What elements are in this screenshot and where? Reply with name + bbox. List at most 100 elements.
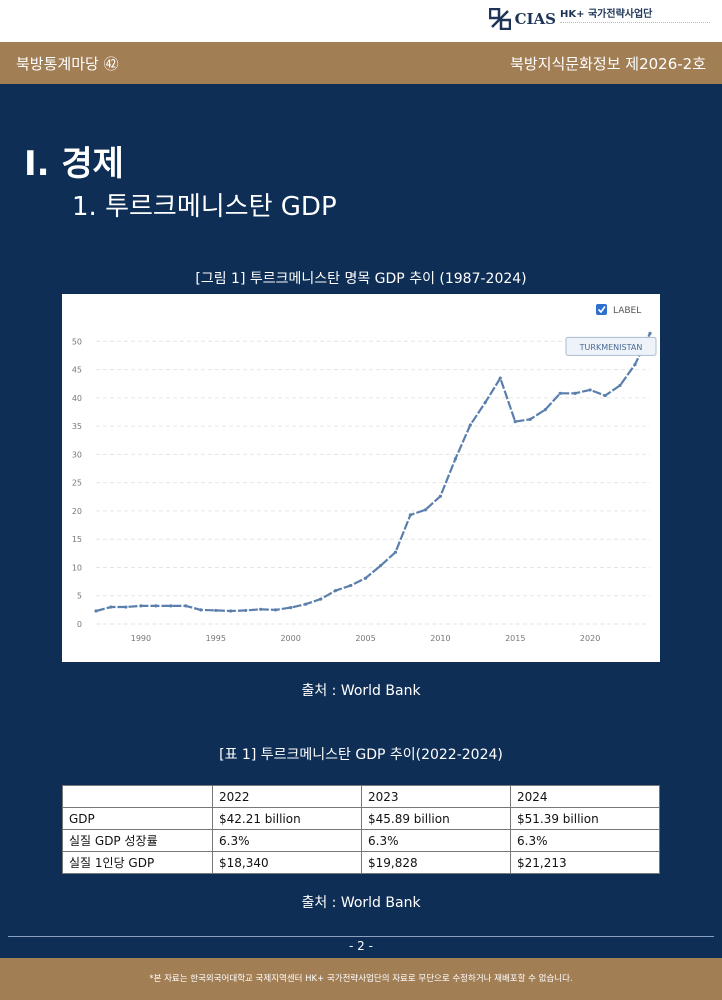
series-label-box bbox=[565, 336, 657, 356]
data-point bbox=[244, 608, 248, 613]
data-point bbox=[154, 604, 158, 608]
divider bbox=[8, 936, 714, 937]
data-point bbox=[229, 609, 233, 613]
x-tick-label: 2015 bbox=[505, 634, 525, 643]
gdp-chart-svg: 0 5 10 15 20 25 30 35 40 45 50 1990 1995 2000 2005 2010… bbox=[72, 304, 657, 643]
data-point bbox=[618, 383, 622, 388]
y-tick-label: 35 bbox=[72, 422, 82, 431]
series-line-turkmenistan bbox=[95, 332, 651, 613]
y-tick-label: 25 bbox=[72, 479, 82, 488]
data-point bbox=[318, 597, 323, 601]
x-tick-label: 1990 bbox=[131, 634, 151, 643]
figure-source: 출처 : World Bank bbox=[301, 683, 421, 699]
issue-number: 북방지식문화정보 제2026-2호 bbox=[510, 55, 706, 73]
table-row: 실질 GDP 성장률 6.3% 6.3% 6.3% bbox=[62, 829, 660, 852]
table-row: GDP $42.21 billion $45.89 billion $51.39… bbox=[62, 807, 660, 830]
table-cell: GDP bbox=[62, 807, 213, 830]
data-point bbox=[588, 388, 592, 392]
table-source: 출처 : World Bank bbox=[301, 895, 421, 911]
data-point bbox=[483, 400, 487, 404]
section-title: Ⅰ. 경제 bbox=[24, 144, 124, 184]
data-point bbox=[513, 419, 517, 424]
data-point bbox=[348, 583, 353, 588]
logo-subtext-decoration bbox=[560, 22, 710, 28]
logo-org-name: HK+ 국가전략사업단 bbox=[560, 9, 653, 20]
header-band: 북방통계마당 ㊷ 북방지식문화정보 제2026-2호 bbox=[0, 42, 722, 84]
table-header-cell bbox=[62, 785, 213, 808]
page-number: - 2 - bbox=[349, 939, 373, 953]
series-label-text: TURKMENISTAN bbox=[579, 343, 643, 352]
data-point bbox=[528, 417, 532, 421]
y-tick-label: 10 bbox=[72, 563, 82, 572]
data-point bbox=[573, 391, 577, 395]
data-point bbox=[94, 609, 98, 613]
cias-emblem-icon bbox=[488, 8, 511, 30]
table-header-cell: 2022 bbox=[212, 785, 362, 808]
y-tick-label: 0 bbox=[77, 620, 82, 629]
data-point bbox=[363, 576, 368, 580]
table-cell: $51.39 billion bbox=[510, 807, 660, 830]
data-point bbox=[453, 457, 457, 461]
y-tick-label: 30 bbox=[72, 450, 82, 459]
gdp-chart: 0 5 10 15 20 25 30 35 40 45 50 1990 1995 2000 2005 2010… bbox=[62, 294, 660, 662]
data-point bbox=[558, 391, 562, 395]
data-point bbox=[423, 508, 428, 512]
table-cell: $19,828 bbox=[361, 851, 511, 874]
data-point bbox=[498, 376, 502, 380]
subsection-title: 1. 투르크메니스탄 GDP bbox=[72, 192, 337, 222]
x-tick-label: 2000 bbox=[280, 634, 300, 643]
table-cell: $42.21 billion bbox=[212, 807, 362, 830]
main-content: Ⅰ. 경제 1. 투르크메니스탄 GDP [그림 1] 투르크메니스탄 명목 G… bbox=[0, 84, 722, 958]
data-point bbox=[274, 608, 278, 612]
data-point bbox=[393, 550, 398, 554]
table-cell: 6.3% bbox=[361, 829, 511, 852]
y-tick-label: 15 bbox=[72, 535, 82, 544]
data-point bbox=[289, 606, 293, 610]
y-tick-label: 50 bbox=[72, 337, 82, 346]
y-tick-label: 5 bbox=[77, 592, 82, 601]
data-point bbox=[333, 589, 338, 593]
table-header-cell: 2023 bbox=[361, 785, 511, 808]
check-icon bbox=[597, 306, 606, 314]
table-cell: $21,213 bbox=[510, 851, 660, 874]
cias-logo: CIAS HK+ 국가전략사업단 bbox=[488, 8, 710, 30]
table-header-cell: 2024 bbox=[510, 785, 660, 808]
data-point bbox=[408, 513, 413, 517]
data-point bbox=[259, 607, 263, 611]
data-point bbox=[633, 362, 637, 367]
data-point bbox=[543, 408, 547, 412]
data-point bbox=[214, 608, 218, 613]
data-point bbox=[199, 608, 203, 612]
table-cell: 6.3% bbox=[510, 829, 660, 852]
table-row: 실질 1인당 GDP $18,340 $19,828 $21,213 bbox=[62, 851, 660, 874]
logo-text: CIAS bbox=[514, 10, 556, 28]
y-tick-label: 20 bbox=[72, 507, 82, 516]
data-point bbox=[603, 393, 607, 398]
data-point bbox=[648, 331, 652, 335]
table-header-row: 2022 2023 2024 bbox=[62, 785, 660, 808]
top-bar: CIAS HK+ 국가전략사업단 bbox=[0, 0, 722, 42]
table-cell: 6.3% bbox=[212, 829, 362, 852]
table-cell: 실질 1인당 GDP bbox=[62, 851, 213, 874]
table-cell: 실질 GDP 성장률 bbox=[62, 829, 213, 852]
data-point bbox=[378, 564, 383, 568]
data-point bbox=[169, 604, 173, 608]
data-point bbox=[468, 423, 472, 427]
data-point bbox=[304, 602, 308, 606]
table-cell: $45.89 billion bbox=[361, 807, 511, 830]
figure-caption: [그림 1] 투르크메니스탄 명목 GDP 추이 (1987-2024) bbox=[195, 271, 527, 287]
table-caption: [표 1] 투르크메니스탄 GDP 추이(2022-2024) bbox=[219, 747, 503, 763]
y-tick-label: 45 bbox=[72, 366, 82, 375]
x-tick-label: 1995 bbox=[206, 634, 226, 643]
data-point bbox=[124, 605, 128, 609]
y-tick-label: 40 bbox=[72, 394, 82, 403]
table-cell: $18,340 bbox=[212, 851, 362, 874]
data-point bbox=[109, 605, 113, 609]
x-tick-label: 2020 bbox=[580, 634, 600, 643]
footer-notice: *본 자료는 한국외국어대학교 국제지역센터 HK+ 국가전략사업단의 자료로 … bbox=[0, 958, 722, 1000]
x-tick-label: 2010 bbox=[430, 634, 450, 643]
gdp-table: 2022 2023 2024 GDP $42.21 billion $45.89… bbox=[62, 785, 660, 874]
x-tick-label: 2005 bbox=[355, 634, 375, 643]
series-title: 북방통계마당 ㊷ bbox=[16, 55, 119, 73]
data-point bbox=[184, 604, 188, 608]
